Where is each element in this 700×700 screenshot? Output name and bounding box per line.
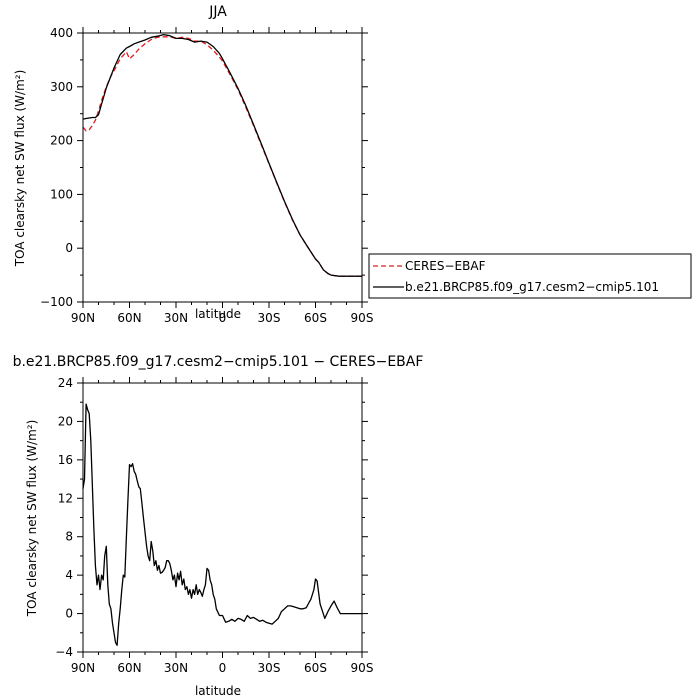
y-tick-label: 8 — [65, 530, 73, 544]
bottom-plot-frame — [82, 382, 363, 653]
series-line-0-0 — [82, 36, 362, 277]
y-tick-label: −100 — [40, 295, 73, 309]
y-tick-label: −4 — [55, 645, 73, 659]
y-tick-label: 20 — [58, 414, 73, 428]
y-tick-label: 0 — [65, 607, 73, 621]
top-ylabel: TOA clearsky net SW flux (W/m²) — [13, 70, 27, 268]
y-tick-label: 200 — [50, 134, 73, 148]
top-xlabel: latitude — [195, 307, 241, 321]
x-tick-label: 60S — [304, 311, 327, 325]
y-tick-label: 0 — [65, 241, 73, 255]
y-tick-label: 100 — [50, 187, 73, 201]
bottom-xlabel: latitude — [195, 684, 241, 698]
x-tick-label: 90N — [71, 311, 95, 325]
top-plot-frame — [82, 32, 363, 303]
bottom-title: b.e21.BRCP85.f09_g17.cesm2−cmip5.101 − C… — [13, 354, 424, 370]
bottom-panel: b.e21.BRCP85.f09_g17.cesm2−cmip5.101 − C… — [13, 354, 424, 698]
top-panel: JJA TOA clearsky net SW flux (W/m²) lati… — [13, 4, 373, 325]
top-lines — [82, 33, 362, 277]
x-tick-label: 60N — [117, 311, 141, 325]
y-tick-label: 4 — [65, 568, 73, 582]
y-tick-label: 24 — [58, 376, 73, 390]
bottom-ticks: 90N 60N 30N 0 30S 60S 90S −4 0 4 8 12 16 20 24 — [55, 376, 373, 675]
x-tick-label: 30S — [258, 661, 281, 675]
series-line-1-0 — [82, 403, 362, 646]
legend: CERES−EBAF b.e21.BRCP85.f09_g17.cesm2−cm… — [368, 253, 692, 299]
top-ticks: 90N 60N 30N 0 30S 60S 90S −100 0 100 200 300 400 — [40, 26, 373, 325]
bottom-lines — [82, 403, 362, 646]
legend-label-model: b.e21.BRCP85.f09_g17.cesm2−cmip5.101 — [405, 280, 659, 294]
legend-label-ceres: CERES−EBAF — [405, 259, 486, 273]
legend-box — [368, 253, 692, 299]
x-tick-label: 90S — [351, 311, 374, 325]
y-tick-label: 12 — [58, 491, 73, 505]
x-tick-label: 0 — [219, 661, 227, 675]
y-tick-label: 400 — [50, 26, 73, 40]
top-title: JJA — [208, 4, 227, 20]
x-tick-label: 60S — [304, 661, 327, 675]
x-tick-label: 30N — [164, 311, 188, 325]
series-line-0-1 — [82, 33, 362, 277]
x-tick-label: 60N — [117, 661, 141, 675]
y-tick-label: 16 — [58, 453, 73, 467]
x-tick-label: 90N — [71, 661, 95, 675]
x-tick-label: 30S — [258, 311, 281, 325]
x-tick-label: 90S — [351, 661, 374, 675]
x-tick-label: 0 — [219, 311, 227, 325]
bottom-ylabel: TOA clearsky net SW flux (W/m²) — [25, 420, 39, 618]
x-tick-label: 30N — [164, 661, 188, 675]
y-tick-label: 300 — [50, 80, 73, 94]
